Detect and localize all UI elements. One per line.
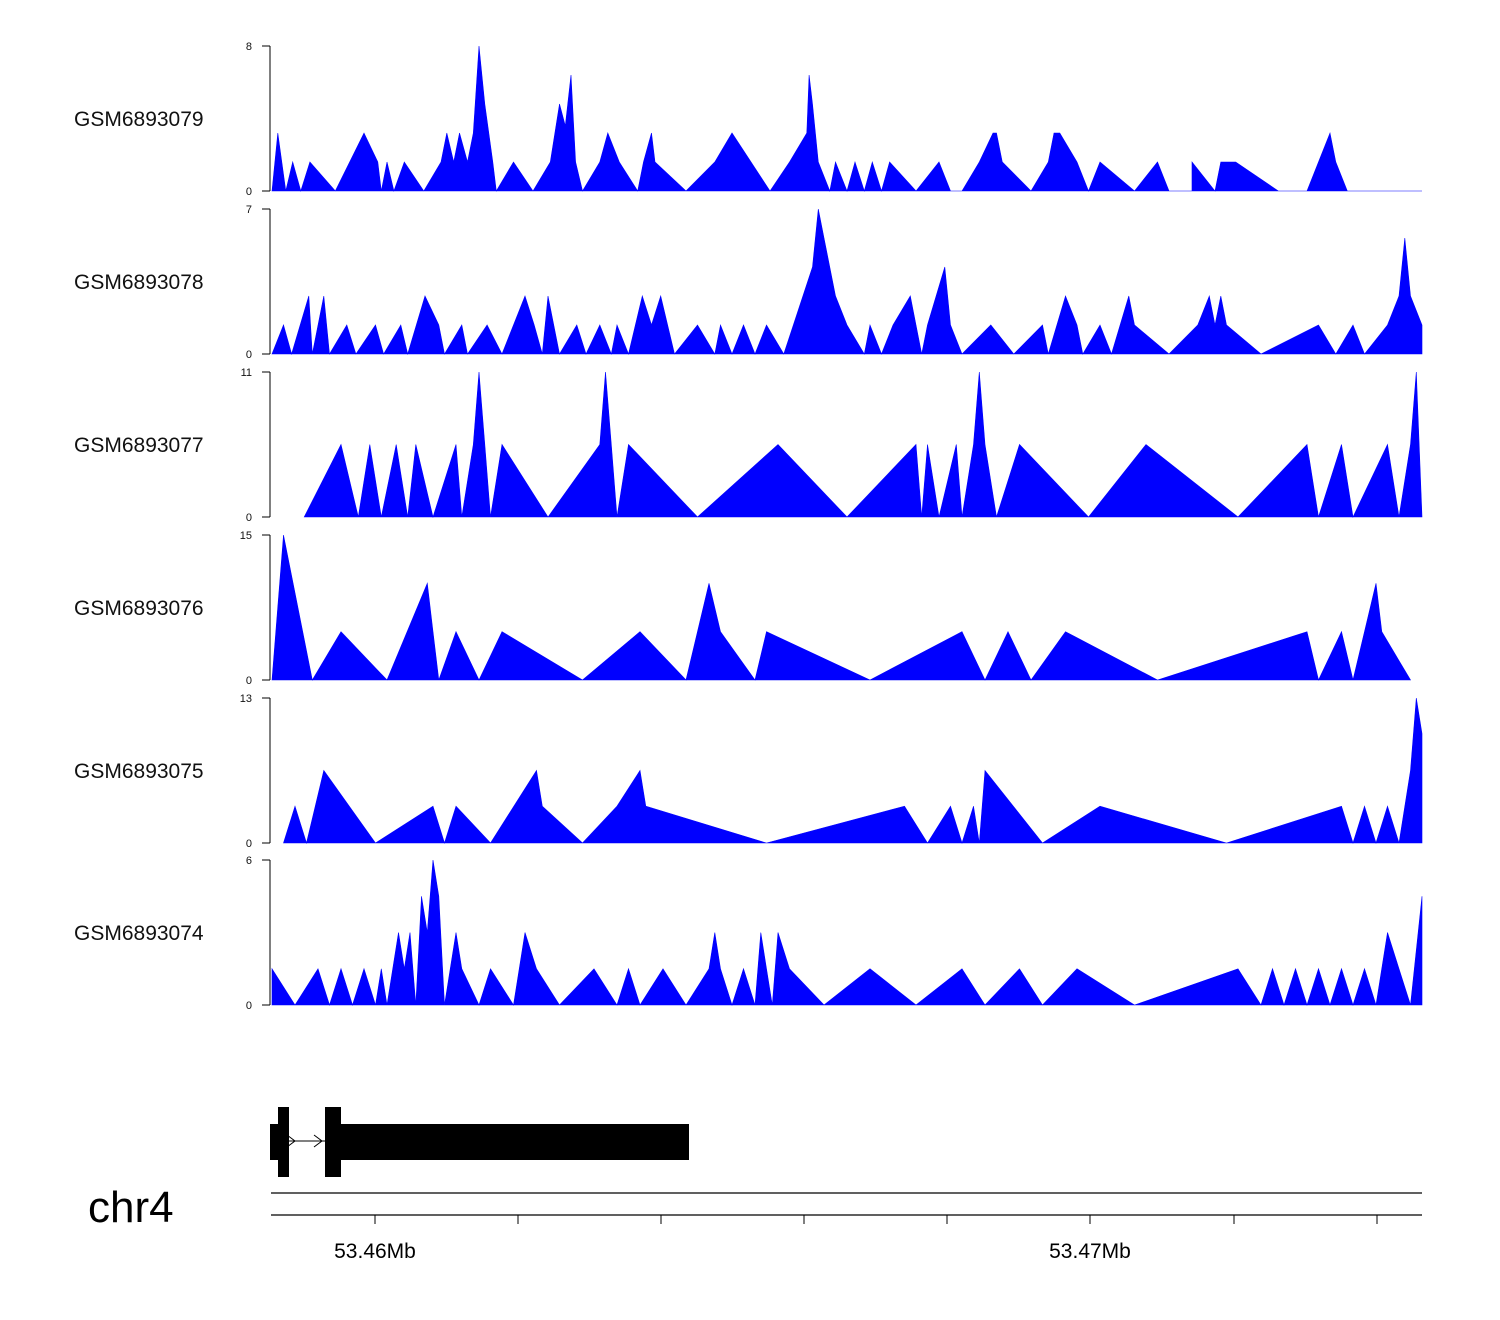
gene-exon xyxy=(325,1107,341,1177)
gene-exon xyxy=(278,1107,289,1177)
y-max-label: 7 xyxy=(246,204,252,216)
track-label: GSM6893078 xyxy=(74,271,204,294)
y-max-label: 6 xyxy=(246,855,252,867)
gene-exon-utr xyxy=(270,1124,278,1160)
gene-strand-arrow xyxy=(313,1134,323,1148)
coverage-area xyxy=(271,45,1422,193)
y-min-label: 0 xyxy=(246,838,252,850)
y-min-label: 0 xyxy=(246,1000,252,1012)
y-max-label: 15 xyxy=(240,530,252,542)
coverage-area xyxy=(303,371,1423,519)
y-min-label: 0 xyxy=(246,675,252,687)
gene-strand-arrow xyxy=(286,1134,296,1148)
track-label: GSM6893075 xyxy=(74,760,204,783)
coverage-area xyxy=(271,534,1412,681)
y-min-label: 0 xyxy=(246,186,252,198)
coverage-area xyxy=(271,859,1423,1006)
track-label: GSM6893079 xyxy=(74,108,204,131)
y-min-label: 0 xyxy=(246,349,252,361)
track-label: GSM6893077 xyxy=(74,434,204,457)
coverage-area xyxy=(283,697,1423,845)
gene-exon-utr xyxy=(341,1124,689,1160)
track-label: GSM6893074 xyxy=(74,922,204,945)
y-max-label: 13 xyxy=(240,693,252,705)
genome-coordinate-label: 53.46Mb xyxy=(334,1240,416,1263)
genome-coordinate-label: 53.47Mb xyxy=(1049,1240,1131,1263)
chromosome-label: chr4 xyxy=(88,1183,174,1232)
coverage-area xyxy=(271,208,1423,356)
y-min-label: 0 xyxy=(246,512,252,524)
y-max-label: 11 xyxy=(241,367,252,379)
track-label: GSM6893076 xyxy=(74,597,204,620)
y-max-label: 8 xyxy=(246,41,252,53)
